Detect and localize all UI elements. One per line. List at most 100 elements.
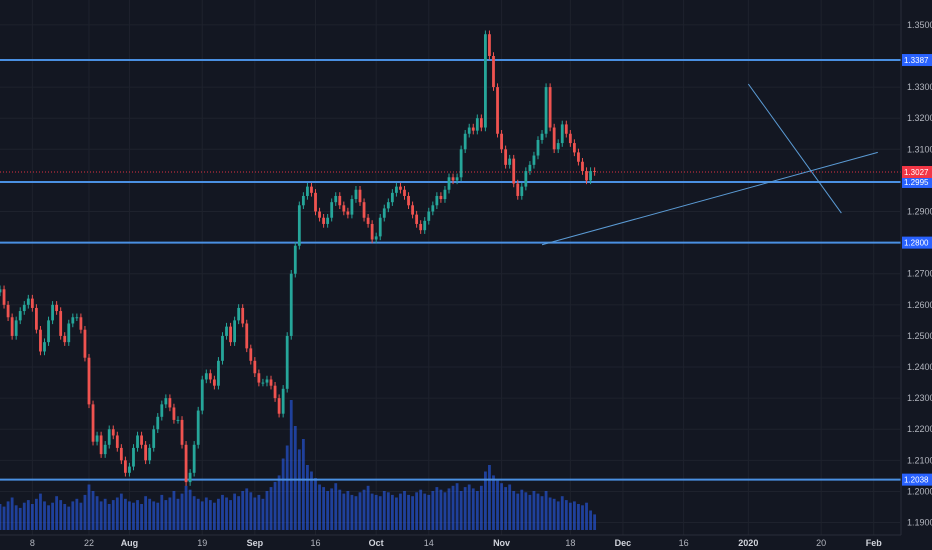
volume-bar-24 — [95, 496, 99, 530]
volume-bar-10 — [39, 493, 42, 530]
candle-body-144 — [581, 161, 584, 172]
candle-body-60 — [241, 307, 245, 324]
volume-bar-6 — [22, 502, 26, 530]
volume-bar-80 — [322, 487, 325, 530]
time-tick-label: Aug — [121, 538, 139, 548]
volume-bar-82 — [330, 488, 334, 530]
volume-bar-47 — [188, 489, 192, 530]
price-tick-label: 1.2500 — [907, 331, 932, 341]
price-tick-label: 1.2200 — [907, 424, 932, 434]
volume-bar-37 — [148, 498, 152, 530]
candle-body-74 — [297, 205, 301, 246]
volume-bar-105 — [423, 493, 427, 530]
volume-bar-52 — [208, 500, 212, 530]
candle-body-129 — [520, 186, 524, 196]
candle-body-61 — [245, 323, 249, 349]
candle-body-83 — [334, 195, 338, 203]
volume-bar-62 — [249, 492, 253, 530]
trendlines[interactable] — [541, 83, 878, 246]
candle-body-18 — [71, 317, 75, 324]
time-tick-label: 22 — [84, 538, 94, 548]
volume-bar-139 — [560, 496, 564, 530]
volume-bar-100 — [403, 491, 406, 530]
volume-bar-23 — [91, 491, 95, 530]
falling-trendline[interactable] — [747, 83, 842, 214]
volume-bar-92 — [370, 493, 374, 530]
candle-body-113 — [455, 177, 459, 181]
time-tick-label: 14 — [424, 538, 434, 548]
candle-body-111 — [447, 177, 451, 190]
price-tick-label: 1.3300 — [907, 82, 932, 92]
candle-body-10 — [39, 329, 42, 352]
candle-body-78 — [314, 192, 317, 212]
candle-body-91 — [366, 217, 370, 224]
volume-bar-120 — [484, 471, 487, 530]
volume-bar-130 — [524, 492, 528, 530]
candle-body-32 — [128, 466, 131, 473]
volume-bar-91 — [366, 485, 370, 530]
candle-body-96 — [386, 202, 390, 209]
volume-bar-30 — [119, 493, 123, 530]
volume-bar-16 — [63, 504, 67, 530]
candle-body-25 — [99, 435, 103, 455]
volume-bar-77 — [310, 471, 313, 530]
volume-bar-38 — [152, 501, 156, 530]
volume-bar-58 — [233, 493, 237, 530]
candle-body-2 — [6, 304, 10, 318]
candle-body-80 — [322, 217, 325, 224]
volume-bar-128 — [516, 493, 520, 530]
volume-bar-72 — [289, 400, 293, 530]
candle-body-119 — [479, 118, 483, 128]
time-tick-label: Feb — [866, 538, 883, 548]
volume-bar-50 — [200, 501, 204, 530]
candle-body-108 — [435, 195, 439, 206]
volume-bar-7 — [26, 500, 30, 530]
volume-bar-41 — [164, 500, 168, 530]
volume-bar-28 — [111, 500, 115, 530]
candle-body-142 — [572, 143, 576, 153]
volume-bar-20 — [79, 502, 83, 530]
volume-bar-42 — [168, 497, 172, 530]
price-tick-label: 1.2100 — [907, 455, 932, 465]
volume-bar-137 — [552, 498, 556, 530]
volume-bar-31 — [123, 498, 127, 530]
volume-bar-78 — [314, 478, 317, 530]
volume-bar-69 — [277, 475, 281, 530]
time-tick-label: 16 — [311, 538, 321, 548]
candle-body-141 — [568, 133, 572, 144]
volume-bar-85 — [342, 493, 346, 530]
candle-body-58 — [233, 320, 237, 343]
volume-bar-27 — [107, 504, 111, 530]
candle-body-19 — [75, 317, 79, 319]
candle-body-56 — [225, 326, 228, 336]
volume-bar-74 — [297, 449, 301, 530]
axis-level-tag-support-upper — [902, 175, 932, 188]
volume-bar-75 — [301, 439, 305, 530]
volume-bar-135 — [544, 491, 548, 530]
volume-bar-60 — [241, 491, 245, 530]
volume-bar-121 — [488, 465, 491, 530]
volume-bar-1 — [2, 506, 6, 530]
candle-body-49 — [196, 410, 200, 445]
candle-body-73 — [293, 245, 297, 274]
candle-body-0 — [0, 289, 2, 293]
price-axis[interactable]: 1.3500 1.3300 1.3200 1.3100 1.2900 1.2700 1.26… — [900, 0, 932, 550]
candle-body-85 — [342, 205, 346, 212]
axis-level-tag-support-middle — [902, 236, 932, 249]
volume-bar-73 — [293, 426, 297, 530]
time-tick-label: 16 — [679, 538, 689, 548]
candle-body-14 — [55, 304, 59, 312]
candle-body-75 — [301, 195, 305, 206]
candle-body-4 — [14, 320, 18, 336]
volume-bar-103 — [415, 492, 419, 530]
price-tick-label: 1.2600 — [907, 300, 932, 310]
rising-trendline[interactable] — [541, 151, 878, 246]
candle-body-33 — [132, 447, 135, 467]
price-tick-label: 1.3200 — [907, 113, 932, 123]
time-axis[interactable]: 8 22 Aug 19 Sep 16 Oct 14 Nov 18 Dec 16 2020 20 Feb — [0, 534, 932, 550]
candle-body-43 — [172, 407, 176, 420]
volume-bar-134 — [540, 496, 544, 530]
candle-body-90 — [362, 202, 366, 218]
candle-body-82 — [330, 202, 334, 218]
